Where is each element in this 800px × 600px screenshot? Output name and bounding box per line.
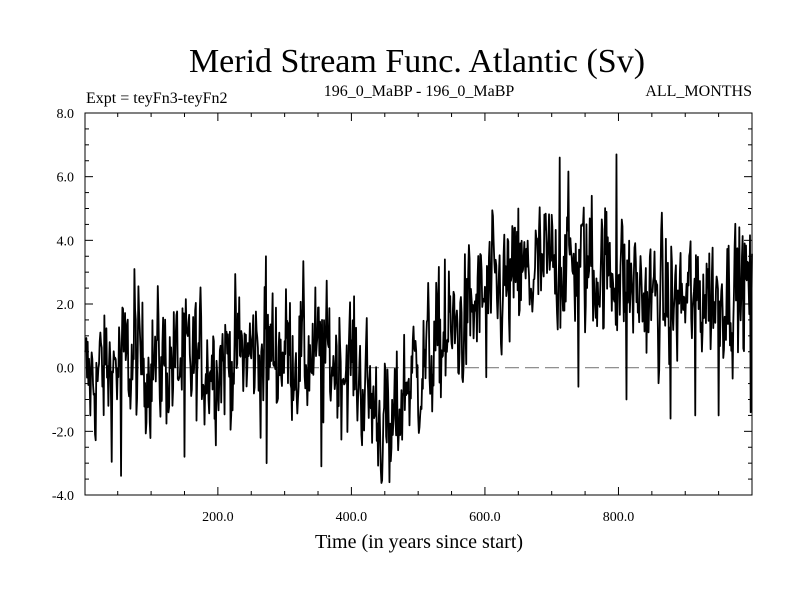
y-tick-label: -4.0 xyxy=(52,489,74,504)
x-tick-label: 200.0 xyxy=(202,510,234,525)
y-tick-label: 4.0 xyxy=(57,234,75,249)
y-tick-label: 6.0 xyxy=(57,171,75,186)
y-tick-label: 0.0 xyxy=(57,362,75,377)
y-tick-label: 2.0 xyxy=(57,298,75,313)
y-tick-label: 8.0 xyxy=(57,107,75,122)
chart-title: Merid Stream Func. Atlantic (Sv) xyxy=(189,43,645,80)
months-label: ALL_MONTHS xyxy=(645,83,752,100)
series-line xyxy=(84,153,753,484)
x-tick-label: 400.0 xyxy=(336,510,368,525)
x-tick-label: 600.0 xyxy=(469,510,501,525)
x-tick-label: 800.0 xyxy=(603,510,635,525)
x-axis-ticks: 200.0 400.0 600.0 800.0 xyxy=(117,113,720,525)
experiment-label: Expt = teyFn3-teyFn2 xyxy=(86,90,227,107)
plot-frame xyxy=(84,112,753,496)
y-axis-ticks: -4.0 -2.0 0.0 2.0 4.0 6.0 8.0 xyxy=(52,107,752,504)
period-label: 196_0_MaBP - 196_0_MaBP xyxy=(324,83,515,100)
y-tick-label: -2.0 xyxy=(52,425,74,440)
x-axis-label: Time (in years since start) xyxy=(315,531,523,553)
